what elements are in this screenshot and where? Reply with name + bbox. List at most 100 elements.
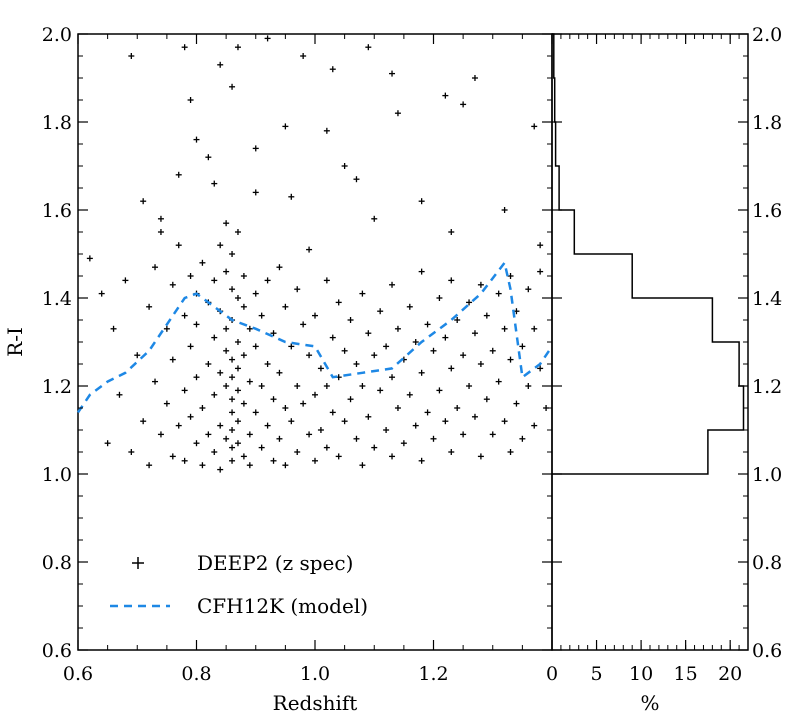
hist-x-tick-label: 20 <box>718 663 742 685</box>
hist-y-tick-label: 1.4 <box>752 288 782 310</box>
scatter-point <box>169 356 176 363</box>
y-tick-label: 0.8 <box>42 552 72 574</box>
scatter-point <box>128 449 135 455</box>
scatter-point <box>365 413 372 420</box>
hist-y-tick-label: 1.6 <box>752 200 782 222</box>
scatter-point <box>252 290 259 297</box>
scatter-point <box>223 325 230 332</box>
scatter-point <box>229 444 236 451</box>
scatter-point <box>211 334 218 341</box>
y-tick-label: 0.6 <box>42 640 72 662</box>
scatter-point <box>252 343 259 350</box>
scatter-point <box>501 418 508 425</box>
hist-y-tick-label: 1.0 <box>752 464 782 486</box>
scatter-point <box>442 418 449 425</box>
scatter-point <box>258 312 265 319</box>
scatter-point <box>140 198 147 205</box>
scatter-point <box>312 457 318 464</box>
y-tick-label: 1.0 <box>42 464 72 486</box>
scatter-point <box>246 462 253 469</box>
scatter-point <box>270 457 277 464</box>
scatter-point <box>223 435 230 442</box>
scatter-point <box>181 312 188 319</box>
x-tick-label: 0.8 <box>181 663 211 685</box>
scatter-point <box>353 176 360 183</box>
y-tick-label: 1.2 <box>42 376 72 398</box>
scatter-point <box>483 396 490 403</box>
scatter-point <box>157 215 164 222</box>
scatter-point <box>258 383 265 389</box>
scatter-point <box>181 387 188 394</box>
hist-y-tick-label: 0.8 <box>752 552 782 574</box>
scatter-point <box>507 356 514 363</box>
scatter-point <box>519 435 526 442</box>
scatter-point <box>288 193 295 200</box>
scatter-point <box>406 303 413 310</box>
scatter-point <box>217 422 224 429</box>
scatter-point <box>234 365 241 372</box>
scatter-panel: 0.6 0.8 1.0 1.2 0.6 0.8 1.0 1.2 1.4 1.6 1.8 2.0 Red… <box>3 24 554 715</box>
scatter-point <box>471 75 478 81</box>
scatter-point <box>306 431 313 438</box>
scatter-point <box>306 352 313 359</box>
x-tick-label: 1.2 <box>418 663 448 685</box>
histogram-x-axis-title: % <box>640 691 659 715</box>
scatter-points <box>86 35 550 473</box>
scatter-point <box>246 431 253 438</box>
scatter-point <box>240 273 247 279</box>
scatter-point <box>187 343 194 350</box>
scatter-point <box>400 440 407 447</box>
hist-y-tick-label: 0.6 <box>752 640 782 662</box>
scatter-point <box>430 435 437 442</box>
scatter-point <box>264 422 271 429</box>
scatter-point <box>205 431 212 438</box>
scatter-point <box>270 330 277 337</box>
hist-x-tick-label: 10 <box>629 663 653 685</box>
scatter-point <box>288 418 295 425</box>
scatter-point <box>193 440 200 447</box>
scatter-point <box>234 295 241 301</box>
legend-marker-deep2 <box>132 557 144 569</box>
scatter-point <box>377 387 384 394</box>
scatter-point <box>98 290 105 297</box>
scatter-point <box>460 431 467 438</box>
scatter-point <box>389 281 396 288</box>
scatter-point <box>394 405 401 411</box>
scatter-point <box>389 374 396 381</box>
scatter-point <box>229 83 236 90</box>
scatter-point <box>471 330 478 337</box>
scatter-point <box>359 290 366 297</box>
scatter-point <box>276 435 283 442</box>
scatter-point <box>252 145 259 152</box>
scatter-point <box>140 418 147 425</box>
scatter-ticks <box>77 33 553 651</box>
scatter-point <box>412 422 419 429</box>
scatter-point <box>175 171 182 178</box>
scatter-point <box>128 53 135 59</box>
scatter-point <box>448 229 455 235</box>
scatter-point <box>229 427 236 433</box>
scatter-point <box>211 449 218 455</box>
scatter-point <box>442 334 449 341</box>
scatter-point <box>483 312 490 319</box>
scatter-point <box>294 286 301 293</box>
scatter-point <box>460 352 467 359</box>
legend: DEEP2 (z spec) CFH12K (model) <box>110 551 368 618</box>
scatter-point <box>294 449 301 455</box>
scatter-point <box>234 387 241 394</box>
scatter-point <box>223 383 230 389</box>
scatter-point <box>223 268 230 275</box>
scatter-point <box>466 299 473 306</box>
scatter-point <box>157 229 164 235</box>
scatter-point <box>418 369 425 376</box>
scatter-point <box>418 457 425 464</box>
scatter-point <box>240 400 247 407</box>
scatter-point <box>146 303 153 310</box>
scatter-point <box>489 347 496 354</box>
scatter-point <box>229 251 236 257</box>
y-tick-label: 1.8 <box>42 112 72 134</box>
scatter-point <box>537 268 544 275</box>
scatter-point <box>365 44 372 51</box>
scatter-point <box>187 97 194 103</box>
scatter-point <box>240 303 247 310</box>
